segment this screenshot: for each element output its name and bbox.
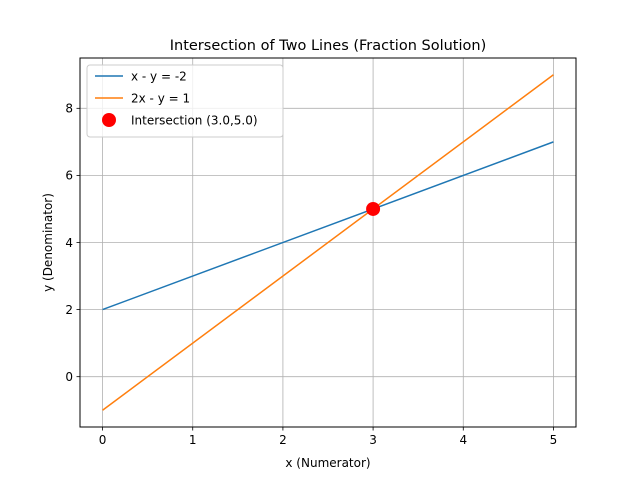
intersection-point xyxy=(366,201,381,216)
legend: x - y = -2 2x - y = 1 Intersection (3.0,5.… xyxy=(86,64,284,138)
x-tick-label: 1 xyxy=(189,433,197,447)
series-line-1 xyxy=(102,141,554,311)
x-axis-label: x (Numerator) xyxy=(285,456,370,470)
y-tick-label: 8 xyxy=(65,102,73,116)
legend-label-2: 2x - y = 1 xyxy=(131,91,190,105)
series-line-2 xyxy=(102,74,554,411)
legend-marker-intersection xyxy=(102,113,116,127)
x-tick-label: 2 xyxy=(279,433,287,447)
y-tick-label: 4 xyxy=(65,236,73,250)
y-tick-label: 2 xyxy=(65,303,73,317)
legend-label-intersection: Intersection (3.0,5.0) xyxy=(131,113,258,127)
legend-label-1: x - y = -2 xyxy=(131,69,187,83)
y-axis-label: y (Denominator) xyxy=(41,193,55,292)
y-tick-label: 0 xyxy=(65,370,73,384)
x-tick-label: 0 xyxy=(99,433,107,447)
x-tick-label: 5 xyxy=(550,433,558,447)
y-tick-label: 6 xyxy=(65,169,73,183)
ticks: 0 1 2 3 4 5 0 2 4 6 8 xyxy=(65,102,557,447)
x-tick-label: 4 xyxy=(459,433,467,447)
plot-area xyxy=(102,74,554,411)
legend-box xyxy=(86,64,284,138)
x-tick-label: 3 xyxy=(369,433,377,447)
chart-title: Intersection of Two Lines (Fraction Solu… xyxy=(170,38,487,54)
